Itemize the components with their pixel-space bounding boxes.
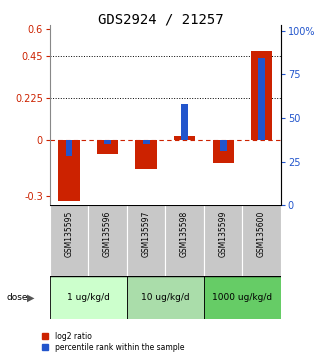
Bar [165, 205, 204, 276]
Bar [127, 276, 204, 319]
Bar [58, 140, 80, 201]
Bar [97, 140, 118, 154]
Bar [213, 140, 234, 162]
Bar [204, 205, 242, 276]
Bar [127, 205, 165, 276]
Text: GSM135598: GSM135598 [180, 211, 189, 257]
Text: dose: dose [6, 293, 28, 302]
Text: GSM135597: GSM135597 [142, 211, 151, 257]
Bar [181, 104, 188, 140]
Bar [50, 276, 127, 319]
Bar [174, 136, 195, 140]
Text: 1000 ug/kg/d: 1000 ug/kg/d [212, 293, 273, 302]
Text: ▶: ▶ [27, 292, 35, 302]
Text: 10 ug/kg/d: 10 ug/kg/d [141, 293, 190, 302]
Text: GSM135595: GSM135595 [65, 211, 74, 257]
Bar [143, 140, 150, 143]
Bar [220, 140, 227, 152]
Bar [258, 58, 265, 140]
Text: GSM135599: GSM135599 [219, 211, 228, 257]
Bar [104, 140, 111, 144]
Bar [88, 205, 127, 276]
Text: GSM135596: GSM135596 [103, 211, 112, 257]
Bar [135, 140, 157, 169]
Bar [204, 276, 281, 319]
Text: 1 ug/kg/d: 1 ug/kg/d [67, 293, 110, 302]
Text: GSM135600: GSM135600 [257, 211, 266, 257]
Bar [242, 205, 281, 276]
Text: GDS2924 / 21257: GDS2924 / 21257 [98, 12, 223, 27]
Bar [251, 51, 272, 140]
Bar [65, 140, 73, 156]
Bar [50, 205, 88, 276]
Legend: log2 ratio, percentile rank within the sample: log2 ratio, percentile rank within the s… [42, 332, 184, 352]
